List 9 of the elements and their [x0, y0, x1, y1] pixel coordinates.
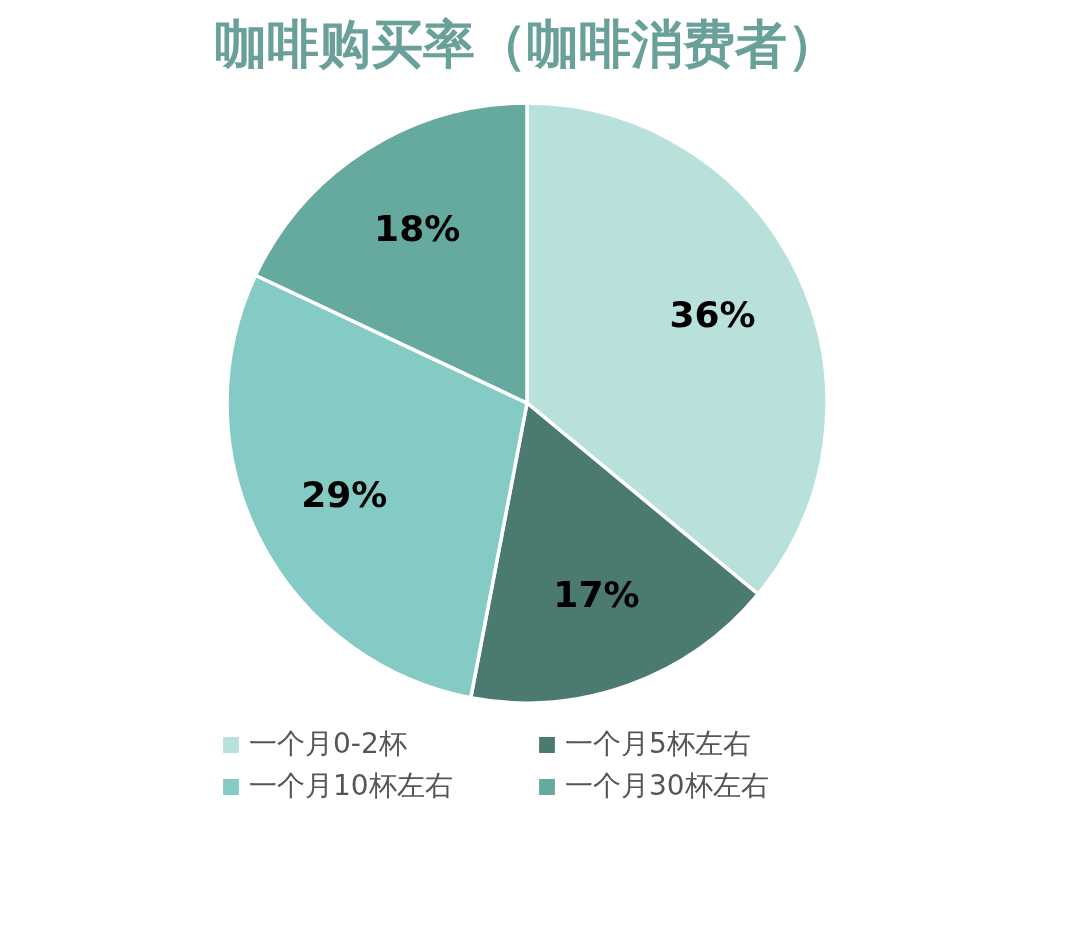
legend-label: 一个月5杯左右	[565, 727, 751, 760]
data-label: 29%	[301, 474, 388, 516]
legend-label: 一个月0-2杯	[249, 727, 407, 760]
legend-label: 一个月30杯左右	[565, 769, 769, 802]
chart-title: 咖啡购买率（咖啡消费者）	[215, 14, 839, 74]
data-label: 17%	[553, 573, 640, 615]
legend-label: 一个月10杯左右	[249, 769, 453, 802]
data-label: 18%	[374, 207, 461, 249]
data-label: 36%	[669, 293, 756, 335]
